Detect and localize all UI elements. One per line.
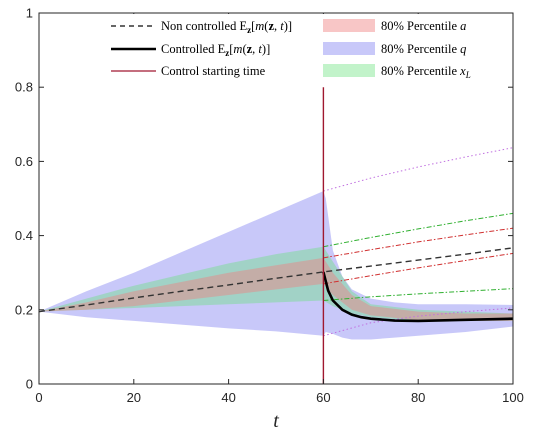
extension-line-6: [323, 307, 514, 337]
x-tick-label: 20: [127, 390, 141, 405]
x-axis-label: t: [273, 410, 279, 432]
mean-series: [38, 247, 514, 323]
y-tick-label: 0.8: [15, 80, 33, 95]
y-tick-label: 0: [26, 377, 33, 392]
x-tick-label: 80: [411, 390, 425, 405]
legend-label-percentile-a: 80% Percentile a: [381, 19, 466, 33]
percentile-extension-lines: [323, 147, 514, 337]
x-tick-label: 0: [35, 390, 42, 405]
y-tick-label: 0.6: [15, 154, 33, 169]
legend-label-non-controlled: Non controlled Ez[m(z, t)]: [161, 19, 292, 35]
legend-swatch-percentile-q: [323, 42, 375, 55]
y-tick-label: 0.4: [15, 228, 33, 243]
extension-line-2: [323, 227, 514, 259]
extension-line-3: [323, 212, 514, 248]
y-tick-label: 0.2: [15, 302, 33, 317]
x-tick-label: 60: [316, 390, 330, 405]
band-80-percentile-x-l: [39, 246, 513, 321]
legend-label-percentile-q: 80% Percentile q: [381, 42, 466, 56]
legend-label-percentile-xl: 80% Percentile xL: [381, 64, 471, 80]
x-axis-ticks: 0 20 40 60 80 100: [35, 13, 524, 405]
legend-label-controlled: Controlled Ez[m(z, t)]: [161, 42, 270, 58]
plot-frame: [38, 12, 514, 385]
legend-swatch-percentile-xl: [323, 64, 375, 77]
extension-line-5: [323, 288, 514, 302]
extension-line-4: [323, 252, 514, 285]
legend-left: Non controlled Ez[m(z, t)] Controlled Ez…: [106, 14, 304, 80]
legend-right-background: [315, 14, 512, 80]
legend-right: 80% Percentile a 80% Percentile q 80% Pe…: [315, 14, 512, 80]
x-tick-label: 40: [221, 390, 235, 405]
extension-line-1: [323, 147, 514, 192]
band-80-percentile-q: [39, 191, 513, 340]
y-axis-ticks: 0 0.2 0.4 0.6 0.8 1: [15, 6, 513, 392]
band-80-percentile-a: [39, 257, 513, 321]
series-controlled-e-z-m-z-t: [322, 271, 514, 323]
x-tick-label: 100: [502, 390, 524, 405]
percentile-bands: [39, 191, 513, 340]
legend-swatch-percentile-a: [323, 19, 375, 32]
y-tick-label: 1: [26, 6, 33, 21]
legend-left-background: [106, 14, 304, 80]
legend-label-control-start: Control starting time: [161, 64, 266, 78]
